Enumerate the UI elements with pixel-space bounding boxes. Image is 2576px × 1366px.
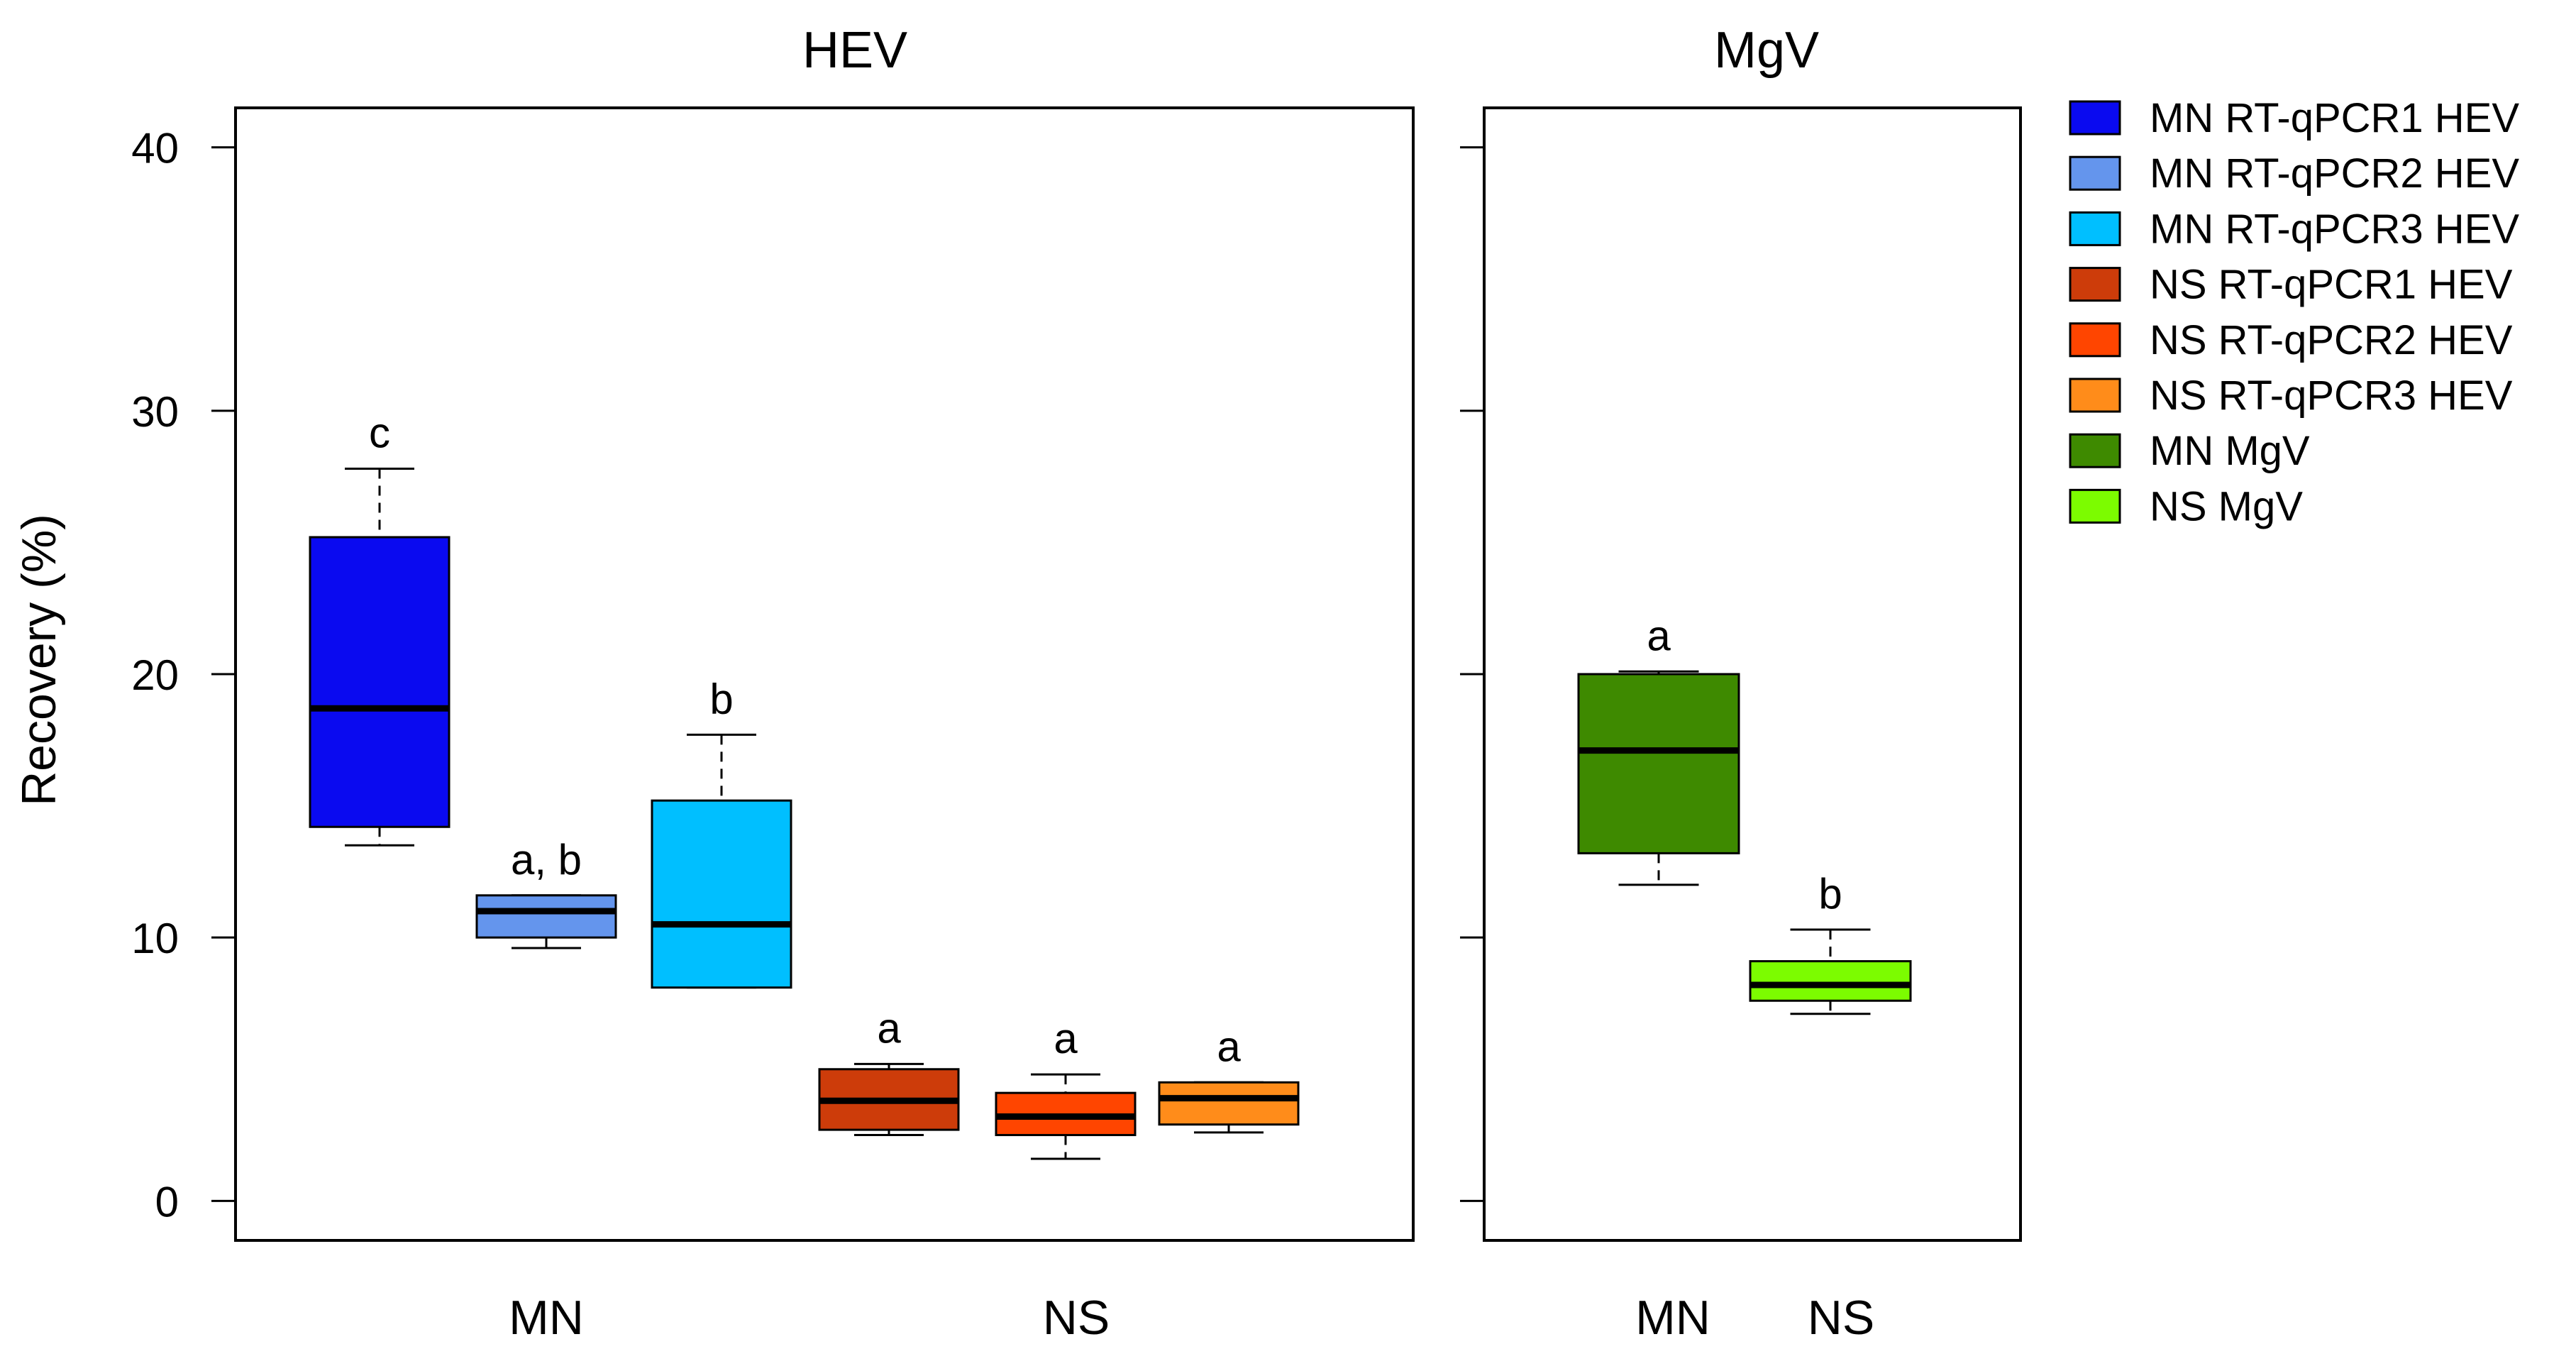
mn-rt-qpcr3-hev-significance-letter: b [709, 675, 733, 722]
mn-rt-qpcr3-hev-box [651, 799, 792, 989]
legend-label-ns-rt-qpcr1-hev: NS RT-qPCR1 HEV [2150, 262, 2513, 308]
mgv-group-label-mn: MN [1635, 1291, 1710, 1345]
legend-label-ns-rt-qpcr2-hev: NS RT-qPCR2 HEV [2150, 317, 2513, 363]
hev-panel-title: HEV [802, 22, 907, 79]
y-tick-label: 10 [131, 915, 179, 962]
mgv-panel-title: MgV [1714, 22, 1819, 79]
ns-mgv-significance-letter: b [1818, 870, 1842, 918]
legend-swatch-mn-rt-qpcr3-hev [2069, 211, 2121, 246]
mn-rt-qpcr2-hev-significance-letter: a, b [511, 836, 582, 883]
legend-label-ns-mgv: NS MgV [2150, 483, 2303, 529]
hev-panel-frame [234, 106, 1415, 1242]
legend-swatch-ns-rt-qpcr3-hev [2069, 378, 2121, 413]
y-tick-label: 0 [155, 1178, 179, 1225]
legend-swatch-ns-mgv [2069, 488, 2121, 524]
y-tick-label: 20 [131, 651, 179, 699]
mgv-panel-frame [1483, 106, 2022, 1242]
ns-rt-qpcr1-hev-significance-letter: a [877, 1004, 901, 1052]
mgv-group-label-ns: NS [1808, 1291, 1874, 1345]
mn-rt-qpcr1-hev-box [309, 536, 450, 828]
hev-group-label-ns: NS [1043, 1291, 1110, 1345]
legend-swatch-mn-rt-qpcr2-hev [2069, 155, 2121, 191]
legend-swatch-ns-rt-qpcr2-hev [2069, 322, 2121, 358]
y-axis-label: Recovery (%) [12, 514, 66, 806]
boxes-layer: c a, b b a a a a b [309, 409, 1912, 1160]
mn-rt-qpcr1-hev-significance-letter: c [369, 409, 390, 456]
legend-swatch-ns-rt-qpcr1-hev [2069, 267, 2121, 302]
hev-group-label-mn: MN [509, 1291, 584, 1345]
legend-label-ns-rt-qpcr3-hev: NS RT-qPCR3 HEV [2150, 373, 2513, 419]
ns-rt-qpcr3-hev-significance-letter: a [1217, 1023, 1241, 1070]
legend-label-mn-rt-qpcr1-hev: MN RT-qPCR1 HEV [2150, 95, 2519, 141]
axes-layer: 0 10 20 30 40 HEV MN NS MgV MN NS [131, 22, 2022, 1345]
ns-mgv-box [1749, 960, 1912, 1002]
y-tick-label: 30 [131, 388, 179, 436]
mn-mgv-box [1577, 673, 1740, 854]
ns-rt-qpcr3-hev-box [1158, 1081, 1300, 1126]
y-tick-label: 40 [131, 125, 179, 172]
mn-mgv-significance-letter: a [1647, 612, 1671, 659]
legend-label-mn-rt-qpcr2-hev: MN RT-qPCR2 HEV [2150, 150, 2519, 197]
legend-swatch-mn-rt-qpcr1-hev [2069, 100, 2121, 136]
ns-rt-qpcr2-hev-significance-letter: a [1054, 1015, 1078, 1062]
mn-rt-qpcr2-hev-box [475, 894, 617, 939]
legend-label-mn-rt-qpcr3-hev: MN RT-qPCR3 HEV [2150, 206, 2519, 252]
legend: MN RT-qPCR1 HEV MN RT-qPCR2 HEV MN RT-qPCR… [2069, 95, 2519, 529]
legend-label-mn-mgv: MN MgV [2150, 428, 2310, 474]
legend-swatch-mn-mgv [2069, 433, 2121, 468]
